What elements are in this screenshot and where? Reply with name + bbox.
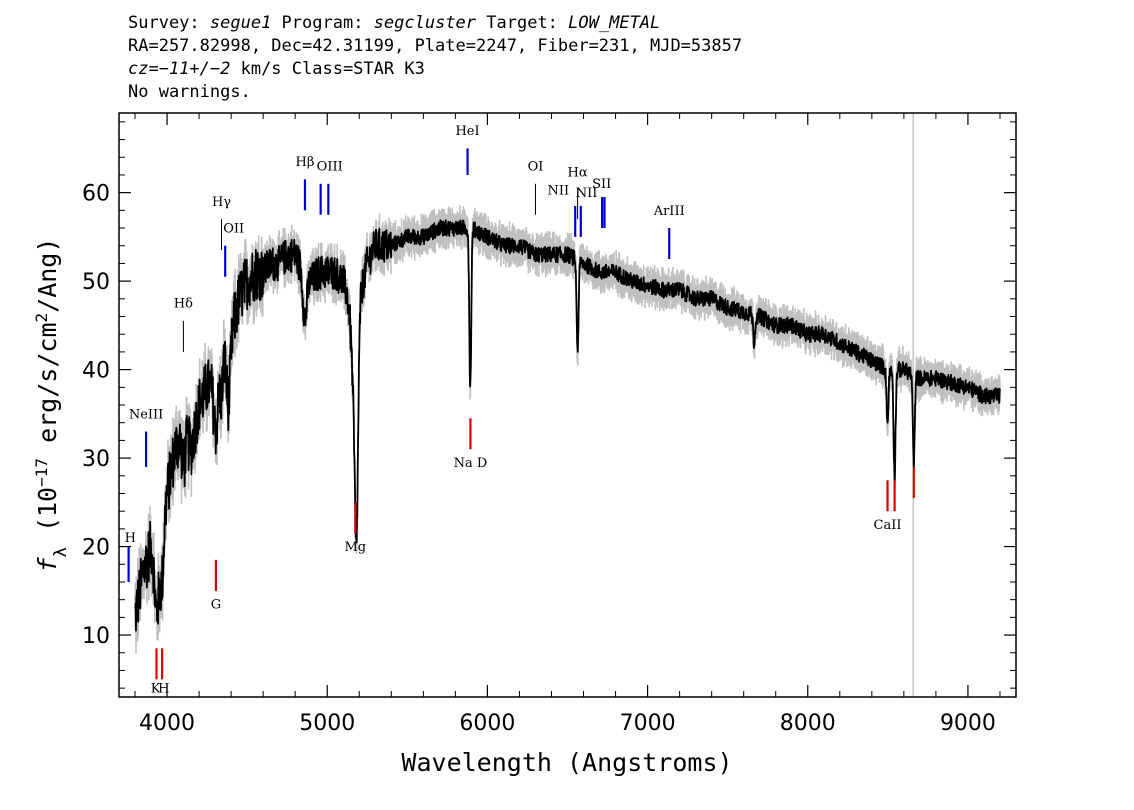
survey-label: Survey: <box>128 13 210 33</box>
x-tick-label-1: 5000 <box>299 711 355 736</box>
x-tick-label-2: 6000 <box>459 711 515 736</box>
line-label-17: H <box>158 682 169 697</box>
y-tick-label-2: 30 <box>82 447 110 472</box>
y-axis-title-post: /Ang) <box>33 238 62 313</box>
y-tick-label-4: 50 <box>82 270 110 295</box>
line-label-19: Mg <box>344 540 366 555</box>
target-label: Target: <box>476 13 569 33</box>
line-label-12: NII <box>576 186 598 201</box>
line-label-8: HeI <box>455 124 479 139</box>
x-axis-title: Wavelength (Angstroms) <box>401 748 732 777</box>
header-line-coords: RA=257.82998, Dec=42.31199, Plate=2247, … <box>128 36 743 56</box>
line-label-20: Na D <box>454 456 488 471</box>
line-label-9: OI <box>528 160 544 175</box>
program-label: Program: <box>271 13 374 33</box>
header-line-redshift: cz=−11+/−2 km/s Class=STAR K3 <box>128 58 742 81</box>
line-label-16: K <box>151 682 161 697</box>
cz-value: cz=−11+/−2 <box>128 59 231 79</box>
class-info: km/s Class=STAR K3 <box>230 59 425 79</box>
spectrum-header: Survey: segue1 Program: segcluster Targe… <box>128 12 742 104</box>
line-label-21: CaII <box>874 518 902 533</box>
header-line-survey: Survey: segue1 Program: segcluster Targe… <box>128 12 742 35</box>
y-tick-label-0: 10 <box>82 624 110 649</box>
y-axis-title-pre: (10 <box>33 487 62 547</box>
line-label-15: ArIII <box>653 204 685 219</box>
line-label-11: Hα <box>568 166 588 181</box>
line-label-1: NeIII <box>129 407 163 422</box>
y-axis-title-mid: erg/s/cm <box>33 323 62 458</box>
x-tick-label-0: 4000 <box>139 711 195 736</box>
x-tick-label-3: 7000 <box>620 711 676 736</box>
line-label-0: H <box>125 531 136 546</box>
y-axis-title-f: f <box>33 556 62 572</box>
plot-frame <box>118 112 1017 698</box>
y-axis-title-exp: −17 <box>32 458 51 487</box>
target-value: LOW_METAL <box>568 13 661 33</box>
y-axis-title-sub: λ <box>51 547 71 557</box>
line-label-3: Hγ <box>212 195 231 210</box>
line-label-10: NII <box>548 183 570 198</box>
series-layer <box>134 113 1001 697</box>
line-label-2: Hδ <box>174 297 193 312</box>
line-label-13: SII <box>592 177 611 192</box>
y-tick-label-1: 20 <box>82 536 110 561</box>
program-value: segcluster <box>373 13 477 33</box>
x-tick-label-4: 8000 <box>780 711 836 736</box>
x-tick-label-5: 9000 <box>940 711 996 736</box>
survey-value: segue1 <box>209 13 272 33</box>
y-tick-label-3: 40 <box>82 359 110 384</box>
axis-ticks: 4000 5000 6000 7000 8000 9000 10 20 30 40 50 60 <box>82 113 1016 736</box>
y-axis-title-exp2: 2 <box>32 313 51 323</box>
y-tick-label-5: 60 <box>82 182 110 207</box>
line-label-18: G <box>211 598 221 613</box>
line-label-5: Hβ <box>296 155 315 170</box>
line-label-4: OII <box>223 221 244 236</box>
flux-line <box>134 219 1001 632</box>
header-line-warnings: No warnings. <box>128 82 251 102</box>
line-label-6: OIII <box>317 160 343 175</box>
y-axis-title: fλ (10−17 erg/s/cm2/Ang) <box>32 238 72 573</box>
